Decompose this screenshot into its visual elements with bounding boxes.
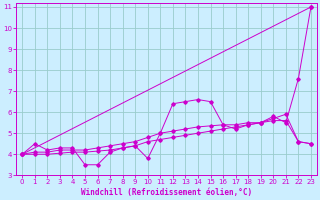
X-axis label: Windchill (Refroidissement éolien,°C): Windchill (Refroidissement éolien,°C) xyxy=(81,188,252,197)
